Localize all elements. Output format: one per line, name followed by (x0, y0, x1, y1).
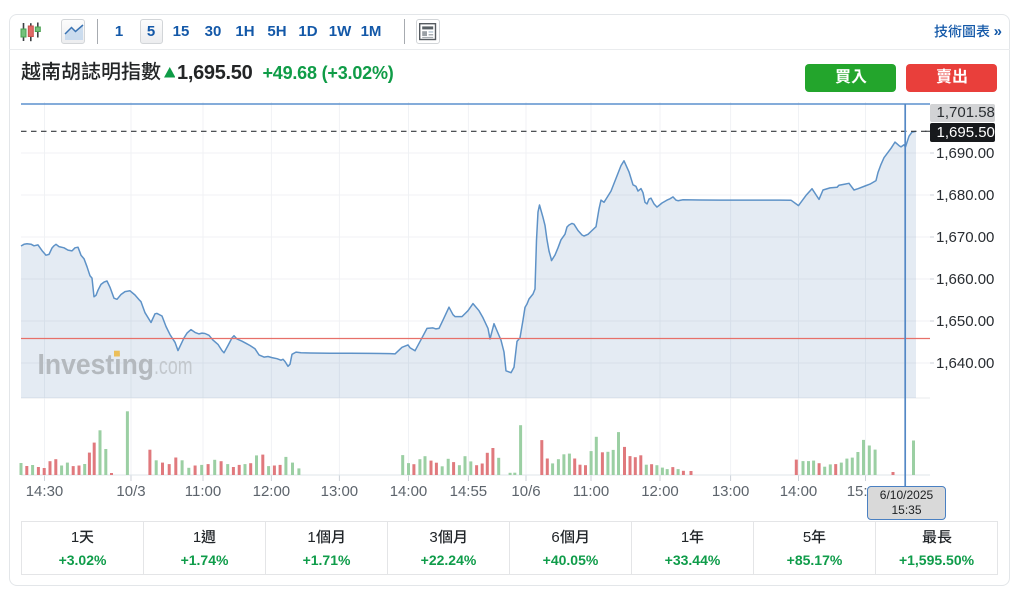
svg-text:Investing: Investing (38, 349, 155, 381)
svg-text:.com: .com (154, 353, 193, 380)
